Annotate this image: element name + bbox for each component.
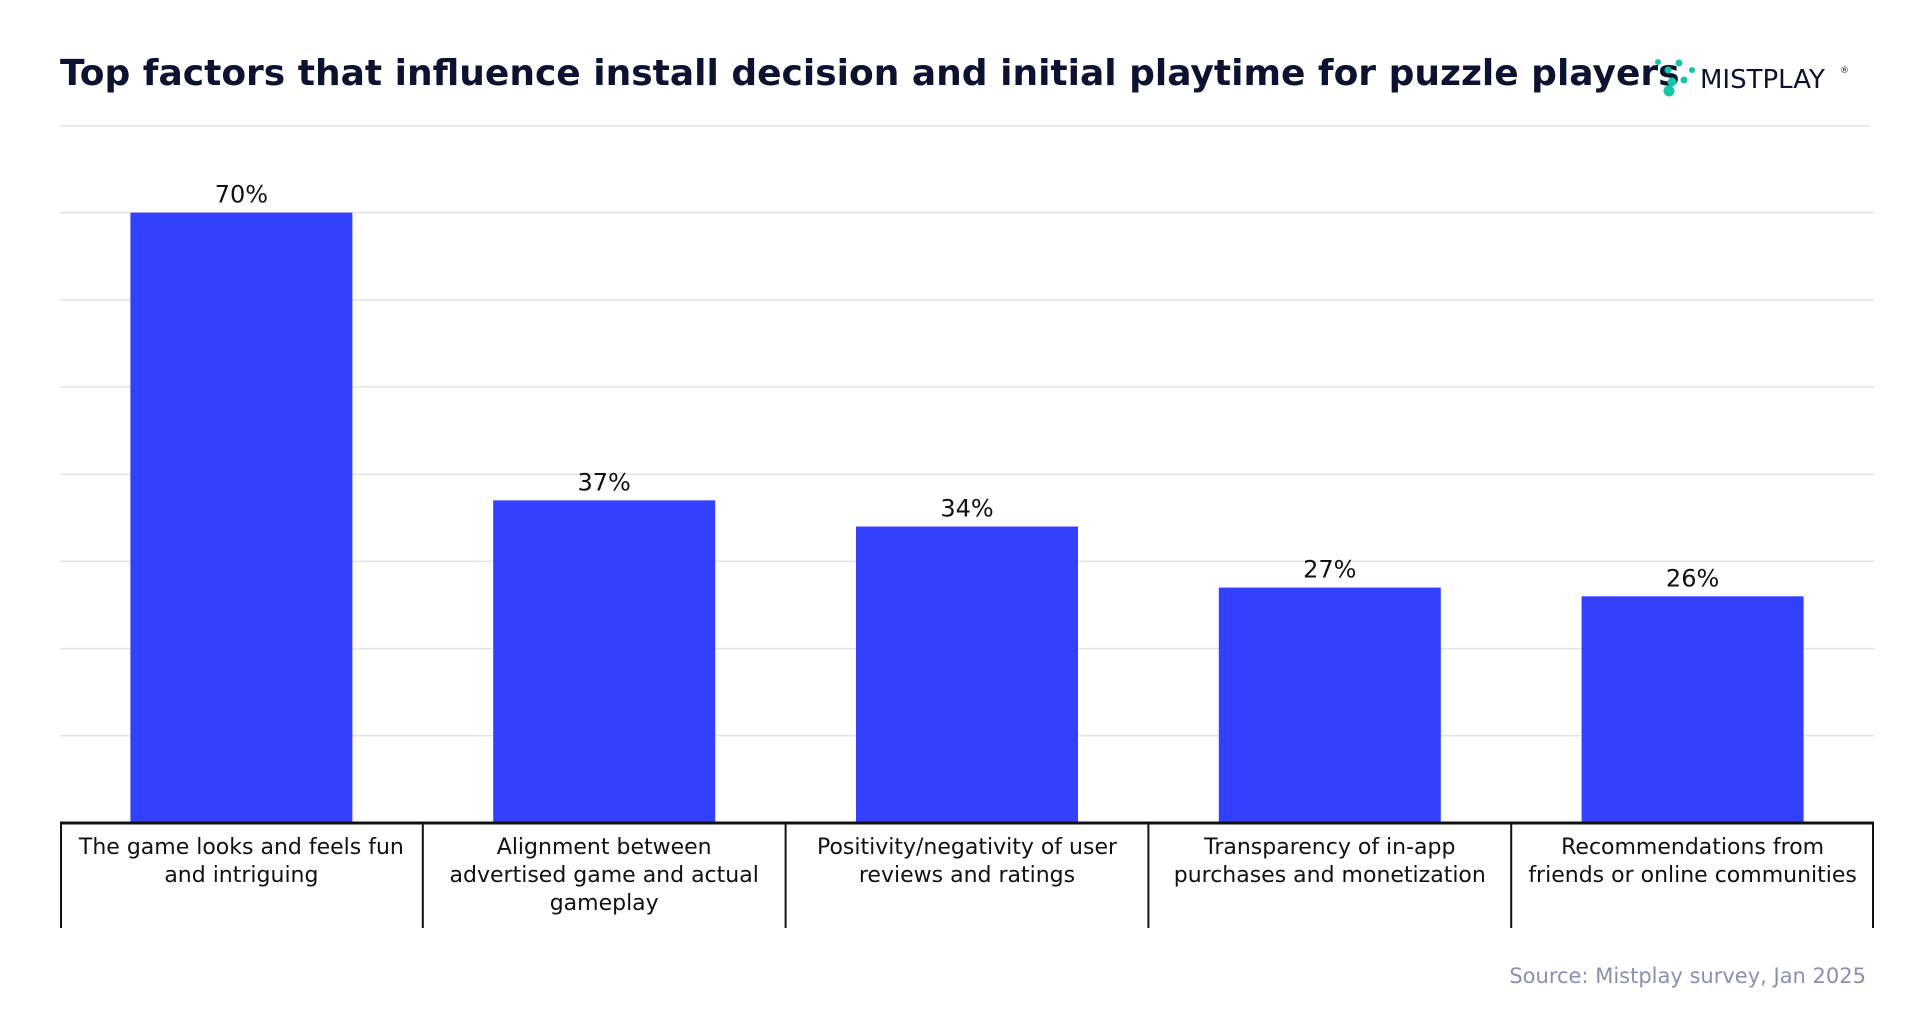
bars	[130, 212, 1804, 824]
category-label-line: friends or online communities	[1528, 863, 1857, 888]
category-label: Positivity/negativity of user reviews and…	[817, 835, 1118, 888]
chart-title: Top factors that influence install decis…	[60, 53, 1680, 94]
category-label-line: Transparency of in-app	[1203, 835, 1455, 860]
logo-dot	[1655, 59, 1661, 65]
source-note: Source: Mistplay survey, Jan 2025	[1509, 964, 1866, 988]
logo-dot	[1689, 67, 1695, 73]
data-label: 70%	[215, 181, 268, 209]
data-label: 34%	[940, 495, 993, 523]
dot-cluster-icon	[1655, 59, 1695, 97]
brand-name: MISTPLAY	[1700, 65, 1825, 95]
logo-dot	[1664, 66, 1672, 74]
logo-dot	[1675, 59, 1683, 67]
category-label-line: and intriguing	[164, 863, 318, 888]
category-label: Alignment between advertised game and act…	[450, 835, 759, 916]
bar	[130, 212, 353, 824]
category-label-line: Positivity/negativity of user	[817, 835, 1118, 860]
x-axis	[60, 821, 1874, 928]
category-label: Transparency of in-app purchases and mone…	[1174, 835, 1486, 888]
logo-dot	[1663, 85, 1675, 97]
bar	[856, 526, 1078, 823]
brand-registered-mark: ®	[1840, 66, 1849, 76]
category-label: Recommendations from friends or online co…	[1528, 835, 1857, 888]
category-label-line: Alignment between	[497, 835, 712, 860]
logo-dot	[1667, 77, 1677, 87]
category-label: The game looks and feels fun and intrigui…	[78, 835, 404, 888]
data-labels: 70% 37% 34% 27% 26%	[215, 181, 1720, 593]
bar	[1218, 587, 1441, 823]
bar	[1581, 596, 1804, 823]
data-label: 37%	[578, 468, 631, 496]
data-label: 26%	[1666, 564, 1719, 592]
category-label-line: reviews and ratings	[859, 863, 1075, 888]
logo-dot	[1680, 76, 1688, 84]
data-label: 27%	[1303, 556, 1356, 584]
brand-logo: MISTPLAY ®	[1655, 59, 1849, 97]
category-label-line: Recommendations from	[1561, 835, 1824, 860]
category-labels: The game looks and feels fun and intrigui…	[78, 835, 1857, 916]
category-label-line: gameplay	[550, 891, 659, 916]
category-label-line: advertised game and actual	[450, 863, 759, 888]
category-label-line: The game looks and feels fun	[78, 835, 404, 860]
category-label-line: purchases and monetization	[1174, 863, 1486, 888]
bar	[493, 500, 716, 823]
